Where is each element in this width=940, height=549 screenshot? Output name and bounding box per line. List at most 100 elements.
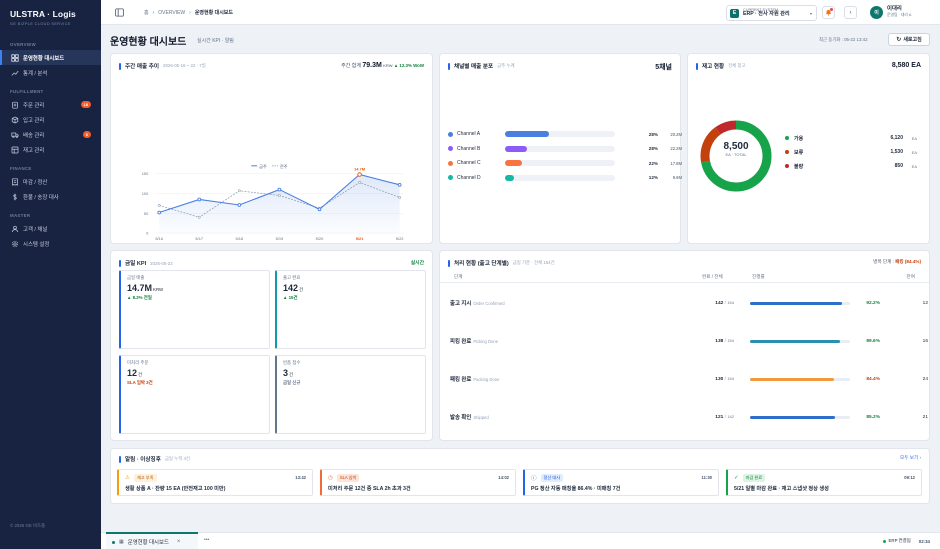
current-point[interactable] [157,210,162,215]
previous-point[interactable] [197,215,201,219]
channel-amount: 20.2M [670,131,682,137]
alert-time: 13:42 [295,475,306,480]
breadcrumb-separator: › [152,9,155,16]
channel-row[interactable]: Channel B 28% 22.2M [448,144,682,154]
more-tabs-icon[interactable]: ••• [204,537,210,543]
channel-percent: 28% [648,131,658,137]
kpi-tile[interactable]: 반품 접수 3건 금일 신규 [275,355,426,434]
process-stage-en: Packing Done [473,377,500,382]
process-progress-bar [750,339,850,343]
process-stage: 피킹 완료 Picking Done [450,337,498,345]
channel-row[interactable]: Channel A 28% 20.2M [448,129,682,139]
sidebar-item[interactable]: 마감 / 정산 [0,174,101,189]
process-stage-name: 피킹 완료 [450,339,472,345]
kpi-tile[interactable]: 미처리 주문 12건 SLA 임박 3건 [119,355,270,434]
channel-row[interactable]: Channel C 22% 17.8M [448,158,682,168]
previous-point[interactable] [157,204,161,207]
process-progress-bar [750,377,850,381]
weekly-total-value: 79.3M [362,62,382,69]
alert-item[interactable]: ⓘ 정산 대사 11:30 PG 정산 자동 매칭율 86.4% · 미매칭 7건 [523,469,719,496]
bottleneck-label-text: 병목 단계 : [873,259,894,264]
alert-item[interactable]: ⚠ 재고 부족 13:42 생활 상품 A · 잔량 15 EA (안전재고 100 … [117,469,313,496]
kpi-card: 금일 KPI 2026-05-22 실시간 금일 매출 14.7MKRW ▲ 8.2%… [110,250,433,441]
inventory-legend-row[interactable]: 가용 6,120 EA [785,133,917,143]
previous-point[interactable] [278,194,281,197]
close-icon[interactable]: × [176,539,181,545]
sidebar-item[interactable]: 시스템 설정 [0,236,101,251]
notification-button[interactable] [822,6,835,19]
process-row[interactable]: 패킹 완료 Packing Done 130 / 154 84.4% 24 [450,372,928,386]
breadcrumb-home[interactable]: 홈 [144,10,149,16]
alert-item[interactable]: ◷ SLA 임박 14:02 미처리 주문 12건 중 SLA 2h 초과 3건 [320,469,516,496]
previous-point[interactable] [398,196,402,199]
current-point[interactable] [197,197,202,202]
system-selector[interactable]: E CURRENT SYSTEM ERP · 전사 자원 관리 ▾ [726,5,817,21]
sidebar-item[interactable]: 고객 / 채널 [0,221,101,236]
previous-point[interactable] [358,181,361,184]
breadcrumb-section[interactable]: OVERVIEW [158,9,186,16]
sidebar-footer: © 2026 GE 비즈플 [10,523,46,528]
sidebar-item[interactable]: 통계 / 분석 [0,65,101,80]
expand-button[interactable]: › [844,6,857,19]
system-label: CURRENT SYSTEM [743,8,779,13]
channel-color-dot [448,146,453,151]
channel-row[interactable]: Channel D 12% 9.6M [448,173,682,183]
user-info[interactable]: 이대리 운영팀 · 대리 A [887,6,911,17]
process-total: 142 [727,414,734,419]
process-percent: 92.2% [866,300,880,306]
sidebar-item[interactable]: 운영현황 대시보드 [0,50,101,65]
sidebar-item-label: 고객 / 채널 [23,226,48,233]
kpi-tile[interactable]: 출고 완료 142건 ▲ 15건 [275,270,426,349]
channel-share-fill [505,131,549,137]
current-point[interactable] [357,172,362,177]
weekly-delta: ▲ 12.3% WoW [393,63,424,68]
channel-share-bar [505,145,615,152]
donut-slice[interactable] [700,120,772,192]
sidebar-item[interactable]: 환불 / 송장 대사 [0,189,101,204]
process-row[interactable]: 피킹 완료 Picking Done 138 / 154 89.6% 16 [450,334,928,348]
alert-tag: 재고 부족 [133,474,157,482]
sidebar-item[interactable]: 배송 관리 6 [0,127,101,142]
trend-icon [10,68,19,77]
page-subtitle: 실시간 KPI · 알림 [197,38,234,44]
donut-slice[interactable] [700,120,772,192]
topbar: 홈 › OVERVIEW › 운영현황 대시보드 E CURRENT SYSTE… [101,0,940,25]
channel-name: Channel D [457,174,481,181]
refresh-button[interactable]: ↻ 새로고침 [888,33,930,46]
header-done: 완료 / 전체 [702,274,723,279]
avatar[interactable]: 이 [870,6,883,19]
sidebar-nav: OVERVIEW 운영현황 대시보드 통계 / 분석 FULFILLMENT 주문 관리… [0,42,101,251]
inventory-card: 재고 현황 전체 창고 8,580 EA 8,500 EA · TOTAL 가용 6… [687,53,930,244]
status-bar: ERP 연결됨 02:34 [883,538,930,544]
sidebar-item[interactable]: 재고 관리 [0,142,101,157]
chart-legend: 금주 전주 [251,163,288,169]
channel-count: 5채널 [655,62,672,72]
legend-dot [785,136,789,140]
sidebar-toggle-icon[interactable] [115,8,124,19]
process-total: 154 [727,300,734,305]
alert-item[interactable]: ✓ 마감 완료 09:12 5/21 일별 마감 완료 · 재고 스냅샷 정상 생성 [726,469,922,496]
alert-tag: 마감 완료 [742,474,766,482]
process-sub: 금일 기준 · 전체 154건 [512,260,555,265]
view-all-link[interactable]: 모두 보기 › [900,455,921,460]
current-point[interactable] [237,203,242,207]
inventory-legend-row[interactable]: 불량 850 EA [785,161,917,171]
tab-dashboard[interactable]: ▦ 운영현황 대시보드 × [106,532,198,549]
kpi-value: 3 [283,368,289,378]
channel-amount: 22.2M [670,146,682,151]
brand-logo[interactable]: ULSTRA · Logis GE BIZPLE CLOUD SERVICE [0,0,101,26]
channel-share-bar [505,160,615,166]
sidebar-item[interactable]: 주문 관리 18 [0,97,101,112]
inventory-legend-row[interactable]: 보류 1,530 EA [785,147,917,157]
sidebar-item[interactable]: 입고 관리 [0,112,101,127]
kpi-tile[interactable]: 금일 매출 14.7MKRW ▲ 8.2% 전일 [119,270,270,349]
current-point[interactable] [277,187,282,192]
current-point[interactable] [397,182,402,187]
channel-color-dot [448,131,453,137]
bottom-bar: ▦ 운영현황 대시보드 × ••• ERP 연결됨 02:34 [101,532,940,549]
process-row[interactable]: 출고 지시 Order Confirmed 142 / 154 92.2% 12 [450,296,928,310]
process-row[interactable]: 발송 확인 Shipped 121 / 142 85.2% 21 [450,410,928,424]
current-point[interactable] [317,207,322,212]
previous-point[interactable] [237,189,241,193]
process-stage-name: 출고 지시 [450,301,472,307]
